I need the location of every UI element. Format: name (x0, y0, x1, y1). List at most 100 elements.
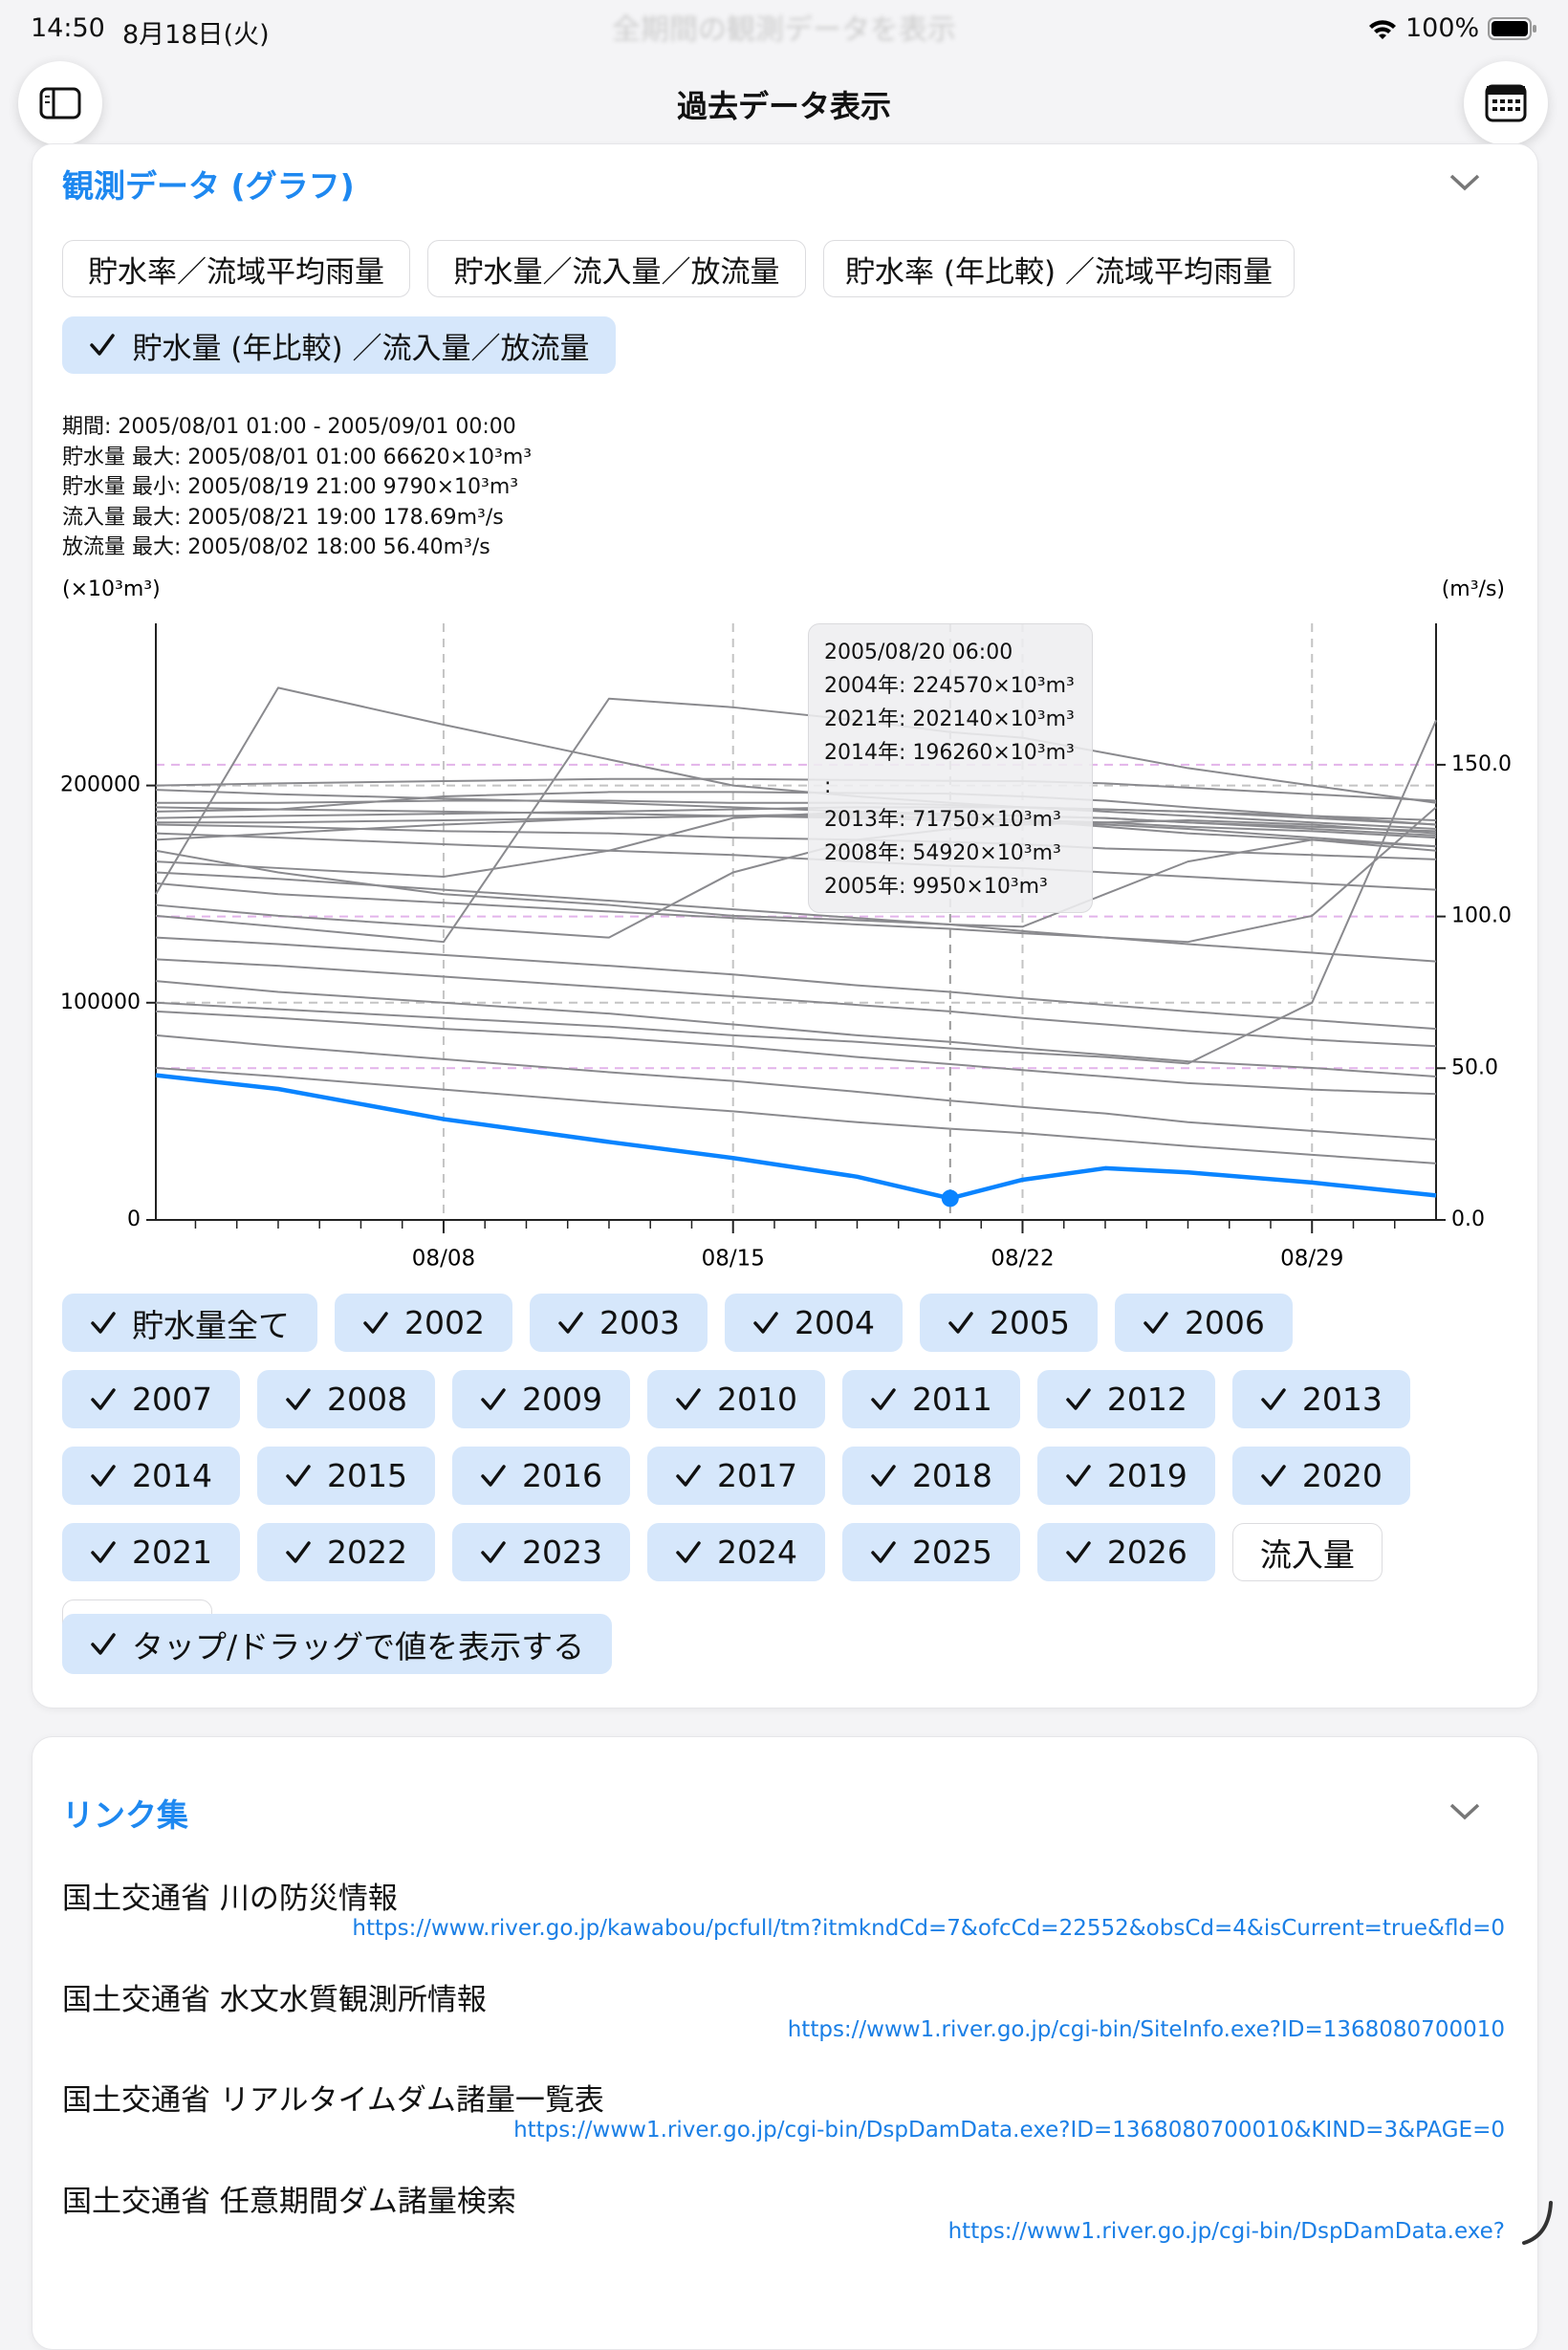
link-title: 国土交通省 川の防災情報 (62, 1882, 398, 1916)
tooltip-line: 2008年: 54920×10³m³ (824, 841, 1061, 865)
check-icon (871, 1540, 896, 1563)
chip-label: 2016 (521, 1457, 602, 1494)
check-path (1261, 1387, 1286, 1410)
tab-button[interactable]: 貯水量／流入量／放流量 (427, 240, 806, 297)
check-path (481, 1540, 506, 1563)
calendar-button[interactable] (1464, 61, 1548, 145)
tab-button[interactable]: 貯水率／流域平均雨量 (62, 240, 410, 297)
chip[interactable]: 2016 (451, 1447, 630, 1505)
series-line (155, 697, 1437, 944)
tooltip: 2005/08/20 06:00 2004年: 224570×10³m³ 2021年… (808, 623, 1093, 913)
check-icon (676, 1464, 701, 1487)
chip[interactable]: 2011 (841, 1370, 1020, 1428)
y-tick-label: 100000 (60, 990, 141, 1014)
battery-icon (1488, 17, 1536, 40)
check-icon (1261, 1464, 1286, 1487)
chevron[interactable] (1448, 1799, 1482, 1822)
check-path (91, 1311, 116, 1334)
chip[interactable]: 2008 (256, 1370, 435, 1428)
chip[interactable]: 2025 (841, 1523, 1020, 1581)
chip-label: 2025 (911, 1534, 992, 1571)
chip[interactable]: 2007 (62, 1370, 240, 1428)
chip[interactable]: 2012 (1036, 1370, 1215, 1428)
chip[interactable]: 2013 (1231, 1370, 1410, 1428)
chip-label: 2023 (521, 1534, 602, 1571)
chip[interactable]: 2020 (1231, 1447, 1410, 1505)
chip-group: 貯水量全て 2002 2003 2004 2005 2006 2007 2008 2009 201… (62, 1294, 1477, 1658)
series-line (155, 806, 1437, 944)
check-icon (363, 1311, 388, 1334)
tab-label: 貯水率／流域平均雨量 (88, 254, 384, 290)
chip[interactable]: 流入量 (1231, 1523, 1383, 1581)
link-url[interactable]: https://www1.river.go.jp/cgi-bin/DspDamD… (947, 2218, 1505, 2244)
check-path (676, 1387, 701, 1410)
link-url[interactable]: https://www1.river.go.jp/cgi-bin/DspDamD… (513, 2118, 1505, 2143)
tab-button[interactable]: 貯水量 (年比較) ／流入量／放流量 (62, 316, 616, 374)
check-path (871, 1387, 896, 1410)
chip[interactable]: 2003 (529, 1294, 708, 1352)
sidebar-button[interactable] (18, 61, 102, 145)
screen: {"status_bar":{"time":"14:50","date":"8月… (18, 13, 1553, 2350)
chip-label: 2007 (132, 1381, 212, 1418)
check-icon (286, 1464, 311, 1487)
chip-label: 2018 (911, 1457, 992, 1494)
tooltip-line: 2013年: 71750×10³m³ (824, 808, 1061, 832)
check-path (481, 1387, 506, 1410)
chip[interactable]: 2019 (1036, 1447, 1215, 1505)
chip-label: 2020 (1301, 1457, 1383, 1494)
y2-tick-label: 100.0 (1451, 904, 1512, 928)
check-icon (871, 1387, 896, 1410)
chip[interactable]: 貯水量全て (62, 1294, 317, 1352)
chip[interactable]: タップ/ドラッグで値を表示する (62, 1614, 613, 1674)
chip-label: 2014 (132, 1457, 212, 1494)
chip[interactable]: 2010 (646, 1370, 825, 1428)
chip[interactable]: 2006 (1114, 1294, 1293, 1352)
chevron[interactable] (1448, 170, 1482, 193)
chip[interactable]: 2004 (724, 1294, 903, 1352)
tab-label: 貯水率 (年比較) ／流域平均雨量 (845, 254, 1273, 290)
y2-axis-label: (m³/s) (1442, 577, 1505, 601)
chip[interactable]: 2018 (841, 1447, 1020, 1505)
info-line: 放流量 最大: 2005/08/02 18:00 56.40m³/s (62, 535, 490, 560)
link-url[interactable]: https://www.river.go.jp/kawabou/pcfull/t… (352, 1916, 1505, 1941)
check-path (481, 1464, 506, 1487)
tooltip-line: : (824, 774, 832, 798)
check-path (91, 1632, 116, 1655)
chip[interactable]: 2014 (62, 1447, 240, 1505)
status-date: 8月18日(火) (122, 20, 270, 50)
check-path (1066, 1464, 1091, 1487)
chip-label: 2011 (911, 1381, 992, 1418)
check-path (948, 1311, 973, 1334)
tab-button[interactable]: 貯水率 (年比較) ／流域平均雨量 (823, 240, 1295, 297)
chip[interactable]: 2005 (919, 1294, 1098, 1352)
chip-label: 2026 (1106, 1534, 1187, 1571)
check-icon (91, 1540, 116, 1563)
chip[interactable]: 2024 (646, 1523, 825, 1581)
chip[interactable]: 2017 (646, 1447, 825, 1505)
check-icon (286, 1387, 311, 1410)
check-path (91, 1540, 116, 1563)
y2-tick-label: 50.0 (1451, 1055, 1498, 1079)
check-path (753, 1311, 778, 1334)
chip-label: 2009 (521, 1381, 602, 1418)
chip[interactable]: 2015 (256, 1447, 435, 1505)
chip-label: 流入量 (1259, 1535, 1355, 1574)
nav-title: 過去データ表示 (676, 88, 891, 124)
tooltip-line: 2004年: 224570×10³m³ (824, 674, 1075, 698)
tooltip-line: 2014年: 196260×10³m³ (824, 741, 1075, 765)
chip[interactable]: 2021 (62, 1523, 240, 1581)
chip[interactable]: 2026 (1036, 1523, 1215, 1581)
check-icon (91, 1311, 116, 1334)
check-icon (286, 1540, 311, 1563)
link-url[interactable]: https://www1.river.go.jp/cgi-bin/SiteInf… (787, 2016, 1505, 2042)
check-icon (89, 334, 115, 356)
chip[interactable]: 2023 (451, 1523, 630, 1581)
chip[interactable]: 2009 (451, 1370, 630, 1428)
chip[interactable]: 2002 (335, 1294, 512, 1352)
check-icon (1143, 1311, 1168, 1334)
series-line (155, 936, 1437, 1031)
y2-tick-label: 0.0 (1451, 1208, 1485, 1231)
check-path (89, 334, 115, 356)
chip-label: 2022 (326, 1534, 407, 1571)
chip[interactable]: 2022 (256, 1523, 435, 1581)
